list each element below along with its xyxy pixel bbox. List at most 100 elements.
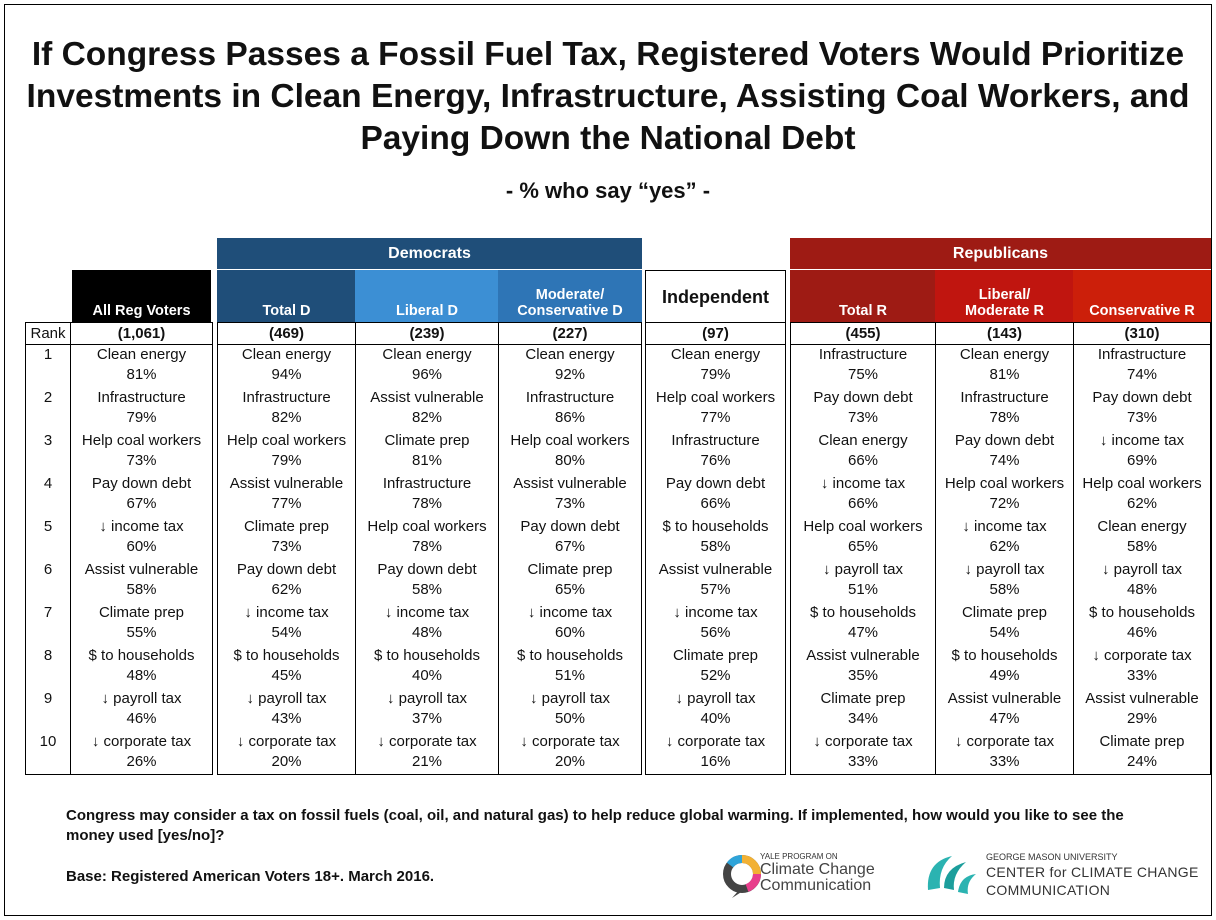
- percent: 20%: [271, 753, 302, 770]
- percent: 37%: [411, 710, 443, 727]
- item-label: Clean energy: [959, 346, 1050, 363]
- item-label: Infrastructure: [382, 475, 472, 492]
- item-label: Pay down debt: [236, 561, 337, 578]
- yale-logo-line: Communication: [760, 877, 872, 894]
- item-label: Assist vulnerable: [370, 389, 484, 406]
- item-label: Help coal workers: [510, 432, 630, 449]
- percent: 29%: [1126, 710, 1158, 727]
- percent: 16%: [700, 753, 731, 770]
- percent: 58%: [700, 538, 731, 555]
- item-label: Climate prep: [98, 604, 185, 621]
- item-label: $ to households: [88, 647, 195, 664]
- item-label: Clean energy: [1097, 518, 1187, 535]
- item-label: ↓ payroll tax: [529, 690, 611, 707]
- item-label: ↓ corporate tax: [520, 733, 620, 750]
- column-body: [70, 344, 213, 775]
- item-label: Pay down debt: [1092, 389, 1192, 406]
- item-label: $ to households: [810, 604, 916, 621]
- item-label: Pay down debt: [813, 389, 913, 406]
- percent: 66%: [700, 495, 731, 512]
- percent: 21%: [411, 753, 443, 770]
- percent: 35%: [847, 667, 879, 684]
- percent: 62%: [271, 581, 302, 598]
- item-label: Pay down debt: [665, 475, 766, 492]
- item-label: ↓ payroll tax: [101, 690, 182, 707]
- percent: 47%: [989, 710, 1020, 727]
- yale-logo-line: Climate Change: [760, 861, 875, 878]
- percent: 20%: [554, 753, 586, 770]
- column-header: Independent: [645, 270, 786, 323]
- percent: 86%: [554, 409, 586, 426]
- item-label: ↓ corporate tax: [1092, 647, 1192, 664]
- percent: 49%: [989, 667, 1020, 684]
- percent: 43%: [271, 710, 302, 727]
- rank-header: Rank: [25, 322, 71, 345]
- item-label: ↓ payroll tax: [1101, 561, 1183, 578]
- item-label: Infrastructure: [525, 389, 615, 406]
- item-label: Infrastructure: [97, 389, 186, 406]
- item-label: Clean energy: [96, 346, 187, 363]
- percent: 66%: [847, 452, 879, 469]
- percent: 79%: [271, 452, 302, 469]
- item-label: Help coal workers: [1082, 475, 1202, 492]
- percent: 56%: [700, 624, 731, 641]
- percent: 52%: [700, 667, 731, 684]
- item-label: Assist vulnerable: [1085, 690, 1199, 707]
- percent: 73%: [1126, 409, 1158, 426]
- item-label: Help coal workers: [944, 475, 1065, 492]
- percent: 77%: [700, 409, 731, 426]
- item-label: ↓ payroll tax: [386, 690, 468, 707]
- percent: 92%: [554, 366, 586, 383]
- item-label: $ to households: [662, 518, 769, 535]
- item-label: $ to households: [374, 647, 480, 664]
- item-label: ↓ corporate tax: [665, 733, 766, 750]
- item-label: Clean energy: [670, 346, 761, 363]
- percent: 67%: [554, 538, 586, 555]
- percent: 40%: [411, 667, 443, 684]
- item-label: Infrastructure: [1097, 346, 1187, 363]
- sample-size: (227): [498, 322, 642, 345]
- item-label: Help coal workers: [803, 518, 923, 535]
- column-header: Total R: [790, 270, 936, 322]
- column-body: [1073, 344, 1211, 775]
- item-label: Clean energy: [525, 346, 615, 363]
- item-label: Assist vulnerable: [84, 561, 199, 578]
- item-label: Infrastructure: [960, 389, 1049, 406]
- percent: 81%: [411, 452, 443, 469]
- percent: 82%: [411, 409, 443, 426]
- item-label: Assist vulnerable: [947, 690, 1062, 707]
- percent: 50%: [554, 710, 586, 727]
- percent: 79%: [126, 409, 157, 426]
- percent: 73%: [554, 495, 586, 512]
- percent: 69%: [1126, 452, 1158, 469]
- item-label: ↓ corporate tax: [91, 733, 192, 750]
- percent: 40%: [700, 710, 731, 727]
- subtitle: - % who say “yes” -: [505, 178, 711, 203]
- gmu-logo-small: GEORGE MASON UNIVERSITY: [986, 852, 1118, 862]
- item-label: Climate prep: [672, 647, 759, 664]
- item-label: Clean energy: [241, 346, 332, 363]
- item-label: ↓ income tax: [820, 475, 906, 492]
- percent: 60%: [126, 538, 157, 555]
- percent: 54%: [989, 624, 1020, 641]
- percent: 47%: [847, 624, 879, 641]
- rank-number: 7: [43, 604, 53, 621]
- percent: 73%: [847, 409, 879, 426]
- rank-number: 10: [39, 733, 57, 750]
- sample-size: (1,061): [70, 322, 213, 345]
- item-label: Climate prep: [384, 432, 470, 449]
- sample-size: (143): [935, 322, 1074, 345]
- item-label: Climate prep: [1099, 733, 1185, 750]
- percent: 76%: [700, 452, 731, 469]
- percent: 62%: [989, 538, 1020, 555]
- column-header: Conservative R: [1073, 270, 1211, 322]
- item-label: Infrastructure: [242, 389, 331, 406]
- percent: 73%: [271, 538, 302, 555]
- percent: 73%: [126, 452, 157, 469]
- item-label: Pay down debt: [91, 475, 192, 492]
- percent: 24%: [1126, 753, 1158, 770]
- percent: 48%: [1126, 581, 1158, 598]
- item-label: $ to households: [517, 647, 623, 664]
- sample-size: (310): [1073, 322, 1211, 345]
- percent: 75%: [847, 366, 879, 383]
